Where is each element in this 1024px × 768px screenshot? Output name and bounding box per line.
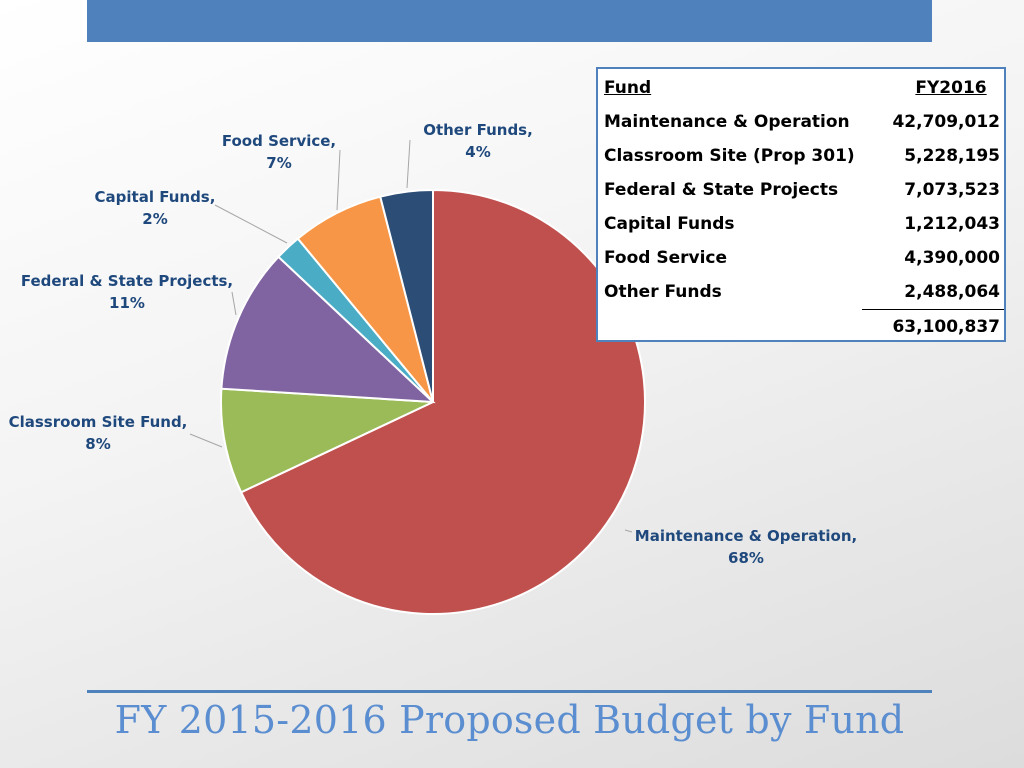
leader-line — [214, 204, 288, 244]
fund-table: Fund FY2016 Maintenance & Operation 42,7… — [602, 71, 1004, 344]
fund-amount: 2,488,064 — [862, 275, 1004, 310]
slice-label: Federal & State Projects, 11% — [21, 272, 233, 312]
fund-column-header: Fund — [604, 78, 652, 98]
table-row: Classroom Site (Prop 301) 5,228,195 — [602, 139, 1004, 173]
fund-name: Other Funds — [604, 282, 722, 303]
fund-amount: 5,228,195 — [904, 146, 1000, 166]
leader-line — [624, 529, 633, 533]
slice-label-value: 11% — [109, 294, 145, 312]
pie-slice-classroom-site-fund — [220, 387, 434, 494]
leader-line — [336, 149, 341, 211]
table-row: Food Service 4,390,000 — [602, 241, 1004, 275]
title-rule — [87, 690, 932, 693]
slice-label: Other Funds, 4% — [423, 121, 533, 161]
slice-label-value: 68% — [728, 549, 764, 567]
fund-name: Maintenance & Operation — [604, 112, 850, 132]
slice-label-value: 2% — [142, 210, 167, 228]
fund-name: Federal & State Projects — [604, 180, 839, 200]
slice-label-name: Maintenance & Operation, — [635, 527, 857, 545]
total-amount: 63,100,837 — [892, 317, 1000, 337]
pie-slice-maintenance-operation — [239, 188, 646, 615]
total-label-cell — [602, 310, 862, 345]
total-row: 63,100,837 — [602, 310, 1004, 345]
slice-label: Maintenance & Operation, 68% — [635, 527, 857, 567]
fund-table-header-row: Fund FY2016 — [602, 71, 1004, 105]
pie-slice-federal-state-projects — [220, 255, 436, 404]
fund-table-box: Fund FY2016 Maintenance & Operation 42,7… — [596, 67, 1006, 342]
pie-slices — [220, 188, 646, 615]
fund-name: Classroom Site (Prop 301) — [604, 146, 855, 166]
slice-label-value: 4% — [465, 143, 490, 161]
leader-line — [189, 433, 223, 448]
fund-amount: 4,390,000 — [904, 248, 1000, 268]
slice-label: Classroom Site Fund, 8% — [9, 413, 188, 453]
slice-label: Food Service, 7% — [222, 132, 336, 172]
fund-amount: 1,212,043 — [904, 214, 1000, 234]
slice-label-name: Federal & State Projects, — [21, 272, 233, 290]
table-row: Capital Funds 1,212,043 — [602, 207, 1004, 241]
fy2016-column-header: FY2016 — [915, 78, 987, 98]
leader-line — [231, 291, 237, 316]
slice-label-value: 7% — [266, 154, 291, 172]
slice-label-name: Classroom Site Fund, — [9, 413, 188, 431]
slice-label-value: 8% — [85, 435, 110, 453]
fund-name: Food Service — [604, 248, 728, 268]
table-row: Other Funds 2,488,064 — [602, 275, 1004, 310]
leader-line — [406, 139, 411, 189]
pie-leader-lines — [189, 139, 633, 533]
top-accent-bar — [87, 0, 932, 42]
fund-name: Capital Funds — [604, 214, 735, 234]
fund-amount: 7,073,523 — [904, 180, 1000, 200]
slice-label-name: Food Service, — [222, 132, 336, 150]
pie-labels: Maintenance & Operation, 68% Classroom Sit… — [9, 121, 858, 567]
slice-label: Capital Funds, 2% — [95, 188, 216, 228]
pie-slice-other-funds — [379, 188, 434, 403]
slide-title: FY 2015-2016 Proposed Budget by Fund — [114, 698, 905, 742]
table-row: Federal & State Projects 7,073,523 — [602, 173, 1004, 207]
slice-label-name: Other Funds, — [423, 121, 533, 139]
slice-label-name: Capital Funds, — [95, 188, 216, 206]
fund-amount: 42,709,012 — [892, 112, 1000, 132]
table-row: Maintenance & Operation 42,709,012 — [602, 105, 1004, 139]
